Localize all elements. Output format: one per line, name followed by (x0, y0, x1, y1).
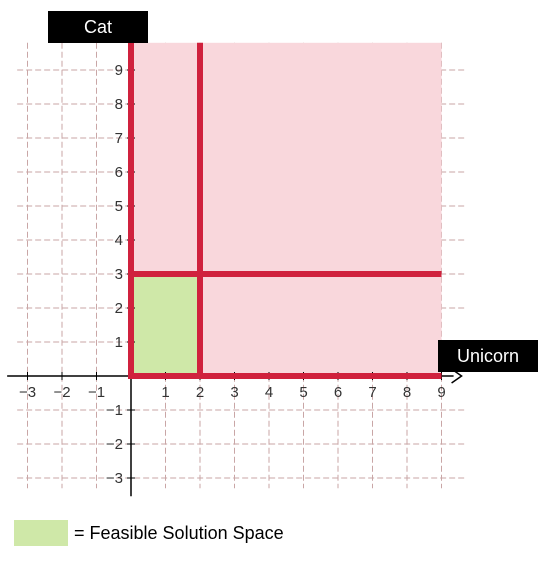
x-tick-label: 9 (437, 384, 445, 401)
x-tick-label: 1 (161, 384, 169, 401)
chart: −3 −2 −1 1 2 3 4 5 6 7 8 9 −3 −2 −1 1 2 3 4 5 6 7 8 9 (7, 12, 466, 497)
x-tick-label: 3 (230, 384, 238, 401)
y-tick-label: 9 (115, 62, 123, 79)
x-tick-label: 7 (368, 384, 376, 401)
y-tick-label: 1 (115, 334, 123, 351)
y-tick-label: −2 (106, 436, 123, 453)
x-tick-label: 2 (196, 384, 204, 401)
y-axis-label: Cat (48, 11, 148, 43)
y-tick-label: 5 (115, 198, 123, 215)
x-tick-label: −1 (88, 384, 105, 401)
y-tick-label: 3 (115, 266, 123, 283)
x-tick-label: −2 (53, 384, 70, 401)
y-tick-label: −1 (106, 402, 123, 419)
x-tick-label: −3 (19, 384, 36, 401)
x-tick-label: 8 (403, 384, 411, 401)
y-tick-label: 2 (115, 300, 123, 317)
shaded-regions (131, 42, 442, 377)
x-tick-label: 5 (299, 384, 307, 401)
tick-labels: −3 −2 −1 1 2 3 4 5 6 7 8 9 −3 −2 −1 1 2 3 4 5 6 7 8 9 (19, 62, 446, 487)
legend-swatch (14, 520, 68, 546)
constraint-lines (128, 12, 442, 379)
feasible-region (131, 274, 200, 376)
x-tick-label: 6 (334, 384, 342, 401)
y-tick-label: 7 (115, 130, 123, 147)
y-tick-label: 4 (115, 232, 123, 249)
legend: = Feasible Solution Space (14, 520, 284, 546)
x-axis-label: Unicorn (438, 340, 538, 372)
x-tick-label: 4 (265, 384, 273, 401)
y-tick-label: 8 (115, 96, 123, 113)
y-tick-label: 6 (115, 164, 123, 181)
y-tick-label: −3 (106, 470, 123, 487)
legend-text: = Feasible Solution Space (74, 522, 284, 543)
